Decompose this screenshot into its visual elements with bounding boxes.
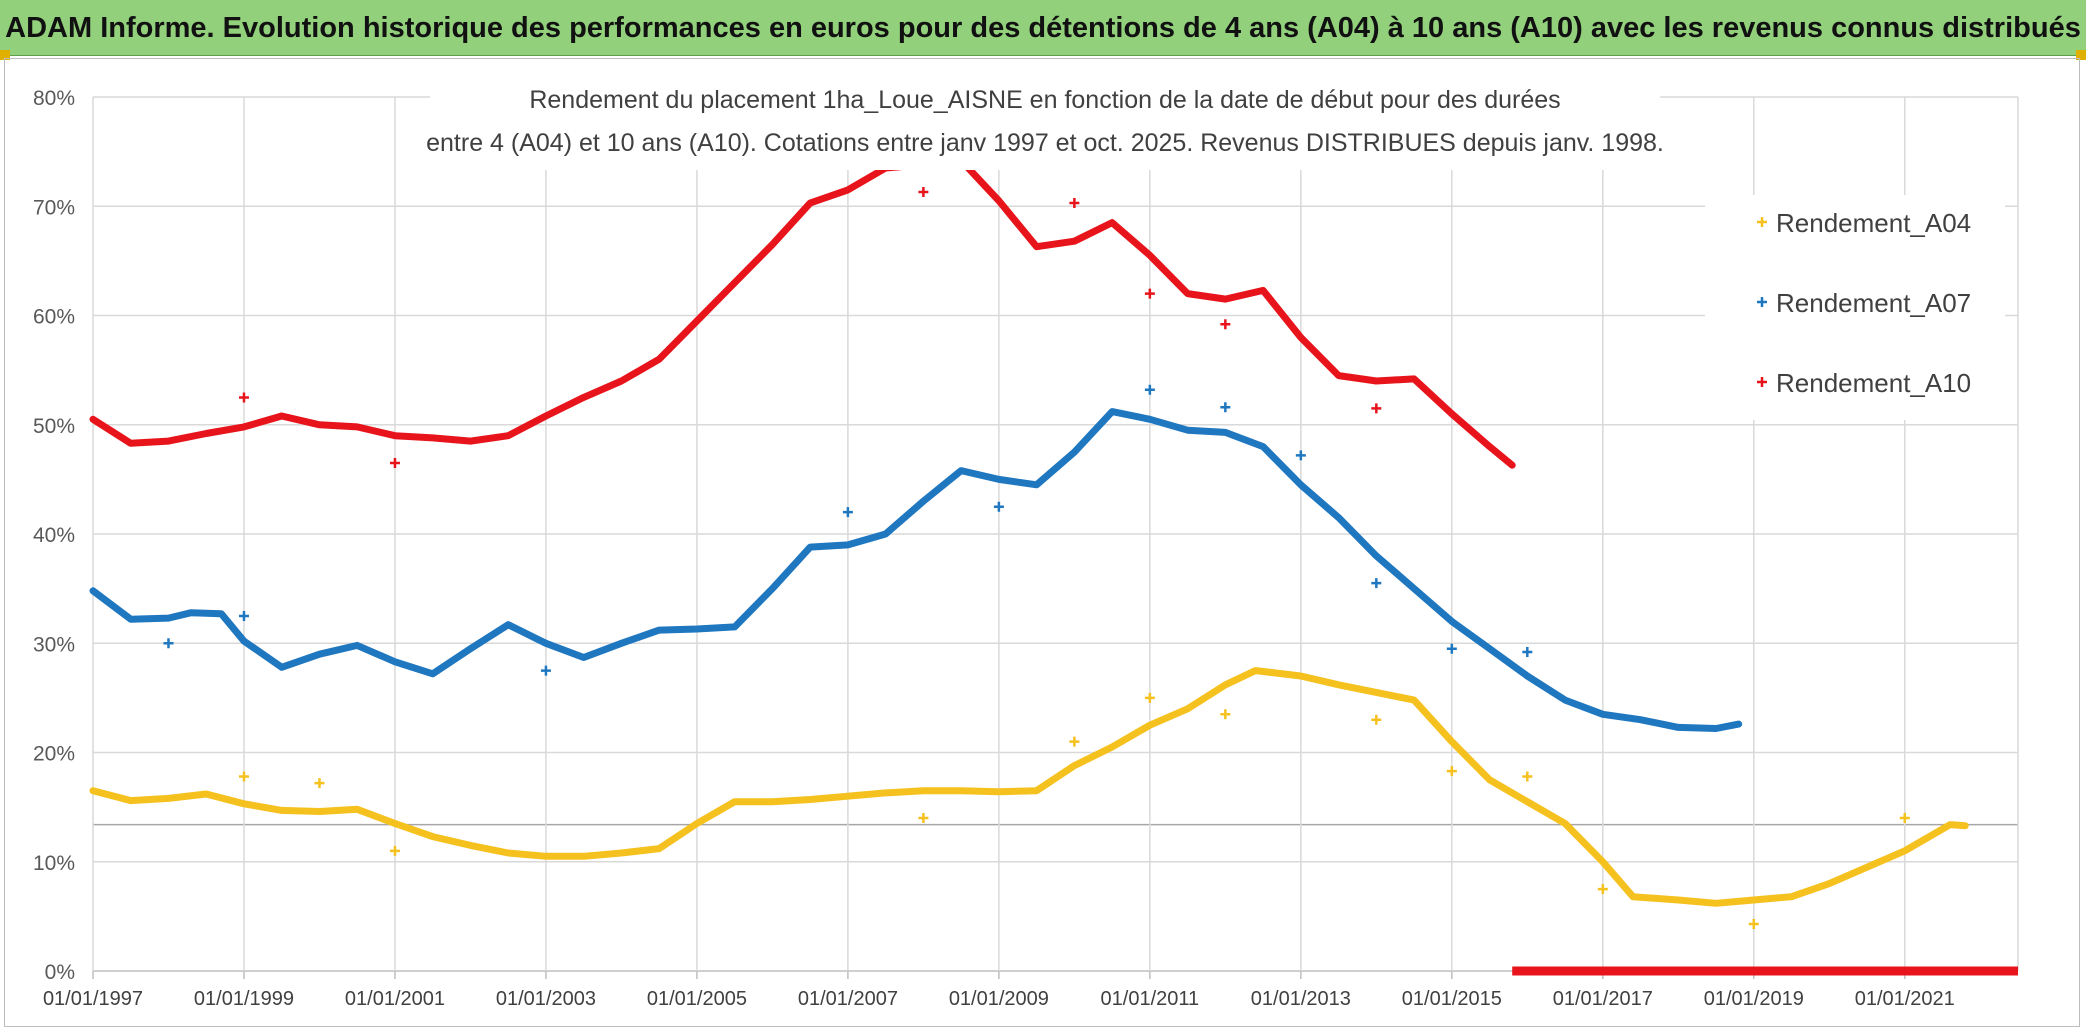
legend-marker	[1757, 297, 1767, 307]
legend-marker	[1757, 217, 1767, 227]
data-point-marker	[1371, 578, 1382, 589]
data-point-marker	[1144, 288, 1155, 299]
data-point-marker	[1220, 709, 1231, 720]
y-tick-label: 20%	[33, 743, 75, 766]
x-tick-label: 01/01/2005	[647, 988, 747, 1010]
data-point-marker	[1371, 403, 1382, 414]
corner-marker-left	[0, 50, 10, 60]
chart-frame	[4, 58, 2080, 1027]
chart-title-line-1: Rendement du placement 1ha_Loue_AISNE en…	[529, 86, 1560, 114]
x-tick-label: 01/01/2013	[1251, 988, 1351, 1010]
data-point-marker	[918, 187, 929, 198]
x-tick-label: 01/01/2021	[1855, 988, 1955, 1010]
y-tick-label: 50%	[33, 415, 75, 438]
y-tick-label: 0%	[45, 961, 75, 984]
x-tick-label: 01/01/1999	[194, 988, 294, 1010]
data-point-marker	[918, 813, 929, 824]
data-point-marker	[238, 771, 249, 782]
series-line-rendement-a07	[89, 408, 1743, 732]
data-point-marker	[1144, 692, 1155, 703]
x-tick-label: 01/01/2017	[1553, 988, 1653, 1010]
data-point-marker	[1069, 197, 1080, 208]
data-point-marker	[389, 845, 400, 856]
y-tick-label: 40%	[33, 524, 75, 547]
data-point-marker	[1220, 319, 1231, 330]
y-tick-label: 60%	[33, 306, 75, 329]
data-point-marker	[238, 392, 249, 403]
y-tick-label: 10%	[33, 852, 75, 875]
legend-label: Rendement_A10	[1776, 368, 1971, 398]
x-tick-label: 01/01/2007	[798, 988, 898, 1010]
chart-title-backdrop	[430, 80, 1660, 170]
report-banner: ADAM Informe. Evolution historique des p…	[0, 0, 2086, 56]
x-tick-label: 01/01/2009	[949, 988, 1049, 1010]
x-tick-label: 01/01/2011	[1101, 988, 1200, 1010]
series-line-rendement-a04	[89, 667, 1969, 907]
data-point-marker	[1069, 736, 1080, 747]
corner-marker-right	[2076, 50, 2086, 60]
data-point-marker	[238, 610, 249, 621]
data-point-marker	[842, 507, 853, 518]
data-point-marker	[1597, 884, 1608, 895]
legend-backdrop	[1705, 195, 2005, 420]
x-tick-label: 01/01/2019	[1704, 988, 1804, 1010]
x-tick-label: 01/01/1997	[43, 988, 143, 1010]
data-point-marker	[1295, 450, 1306, 461]
y-tick-label: 30%	[33, 633, 75, 656]
data-point-marker	[993, 501, 1004, 512]
y-tick-label: 80%	[33, 87, 75, 110]
x-tick-label: 01/01/2003	[496, 988, 596, 1010]
legend-label: Rendement_A07	[1776, 288, 1971, 318]
data-point-marker	[1522, 646, 1533, 657]
chart-series	[89, 156, 2018, 976]
y-axis-tick-labels: 0% 10% 20% 30% 40% 50% 60% 70% 80%	[33, 87, 75, 984]
data-point-marker	[314, 778, 325, 789]
data-point-marker	[1522, 771, 1533, 782]
data-point-marker	[163, 638, 174, 649]
data-point-marker	[1446, 766, 1457, 777]
series-line-rendement-a10	[89, 156, 1516, 469]
x-axis-tick-labels: 01/01/1997 01/01/1999 01/01/2001 01/01/2003…	[43, 988, 1955, 1010]
chart-grid	[92, 96, 2019, 979]
data-point-marker	[1446, 643, 1457, 654]
data-point-marker	[389, 457, 400, 468]
x-tick-label: 01/01/2001	[345, 988, 445, 1010]
data-point-marker	[1144, 384, 1155, 395]
data-point-marker	[1748, 919, 1759, 930]
data-point-marker	[1220, 402, 1231, 413]
legend-label: Rendement_A04	[1776, 208, 1971, 238]
chart-title-line-2: entre 4 (A04) et 10 ans (A10). Cotations…	[426, 129, 1664, 157]
x-tick-label: 01/01/2015	[1402, 988, 1502, 1010]
legend-marker	[1757, 377, 1767, 387]
report-banner-title: ADAM Informe. Evolution historique des p…	[5, 12, 2081, 44]
y-tick-label: 70%	[33, 196, 75, 219]
data-point-marker	[540, 665, 551, 676]
chart-legend: Rendement_A04 Rendement_A07 Rendement_A10	[1705, 195, 2005, 420]
data-point-marker	[1899, 813, 1910, 824]
data-point-marker	[1371, 714, 1382, 725]
